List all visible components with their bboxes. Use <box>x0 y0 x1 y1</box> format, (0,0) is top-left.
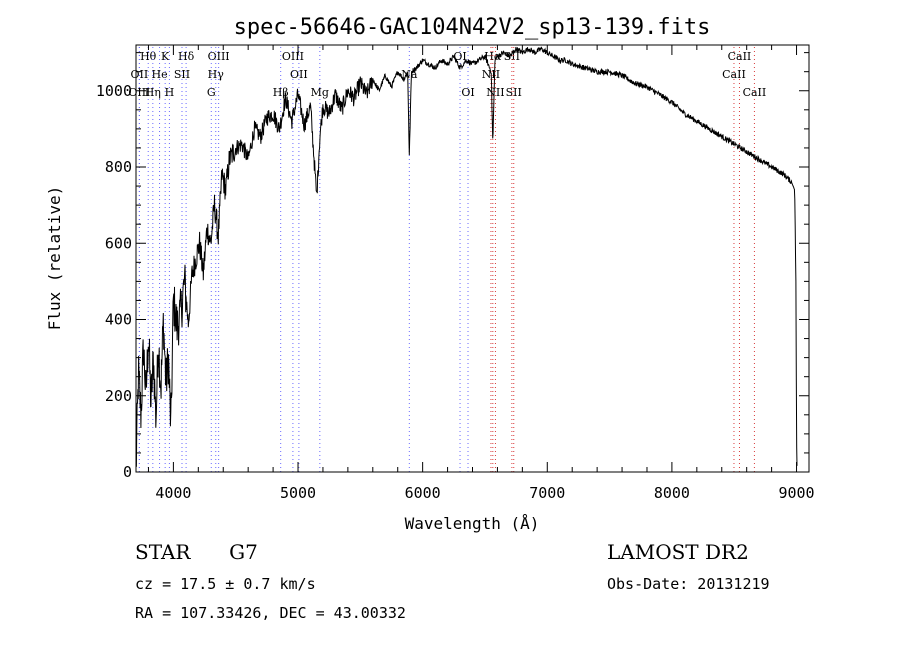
line-marker-label-20: G <box>207 86 216 99</box>
line-marker-label-4: OIII <box>282 50 304 63</box>
line-marker-label-19: H <box>165 86 175 99</box>
x-axis: 4000 5000 6000 7000 8000 9000 <box>147 45 815 502</box>
x-tick-label-2: 6000 <box>405 484 441 502</box>
line-marker-label-3: OIII <box>208 50 230 63</box>
y-tick-label-2: 400 <box>105 311 132 329</box>
object-class-line: STAR G7 <box>135 540 258 564</box>
line-marker-label-8: CaII <box>728 50 752 63</box>
line-marker-label-1: K <box>161 50 170 63</box>
plot-frame <box>135 44 810 473</box>
y-tick-label-4: 800 <box>105 158 132 176</box>
line-marker-label-17: OIII <box>128 86 150 99</box>
x-tick-label-3: 7000 <box>529 484 565 502</box>
ra-dec-coordinates: RA = 107.33426, DEC = 43.00332 <box>135 604 406 622</box>
survey-name: LAMOST DR2 <box>607 540 749 564</box>
line-marker-label-21: Hβ <box>273 86 289 99</box>
line-marker-label-13: OII <box>290 68 308 81</box>
line-marker-label-9: OII <box>131 68 149 81</box>
line-marker-label-24: NII <box>486 86 504 99</box>
line-marker-label-12: Hγ <box>208 68 225 81</box>
x-tick-label-4: 8000 <box>654 484 690 502</box>
object-subclass: G7 <box>229 540 258 564</box>
line-marker-label-18: Hη <box>145 86 161 99</box>
y-tick-label-0: 0 <box>123 463 132 481</box>
spectrum-chart: spec-56646-GAC104N42V2_sp13-139.fits Hθ K… <box>45 15 815 533</box>
line-marker-label-0: Hθ <box>140 50 157 63</box>
x-tick-label-1: 5000 <box>280 484 316 502</box>
y-tick-label-5: 1000 <box>96 82 132 100</box>
line-marker-label-2: Hδ <box>178 50 195 63</box>
chart-title: spec-56646-GAC104N42V2_sp13-139.fits <box>234 15 711 40</box>
observation-date: Obs-Date: 20131219 <box>607 575 770 593</box>
x-axis-label: Wavelength (Å) <box>405 514 540 533</box>
y-tick-label-3: 600 <box>105 234 132 252</box>
spectrum-line <box>135 46 798 467</box>
y-axis: 0 200 400 600 800 1000 <box>96 52 809 481</box>
line-marker-label-10: He <box>152 68 168 81</box>
line-marker-label-25: SII <box>506 86 522 99</box>
redshift-velocity: cz = 17.5 ± 0.7 km/s <box>135 575 316 593</box>
x-tick-label-0: 4000 <box>155 484 191 502</box>
line-marker-label-16: CaII <box>722 68 746 81</box>
line-marker-label-23: OI <box>461 86 474 99</box>
y-tick-label-1: 200 <box>105 387 132 405</box>
x-tick-label-5: 9000 <box>778 484 814 502</box>
line-marker-label-11: SII <box>174 68 190 81</box>
line-marker-label-22: Mg <box>311 86 329 99</box>
object-class: STAR <box>135 540 191 564</box>
y-axis-label: Flux (relative) <box>45 186 64 331</box>
line-marker-label-26: CaII <box>743 86 767 99</box>
line-marker-label-6: Hα <box>484 50 502 63</box>
